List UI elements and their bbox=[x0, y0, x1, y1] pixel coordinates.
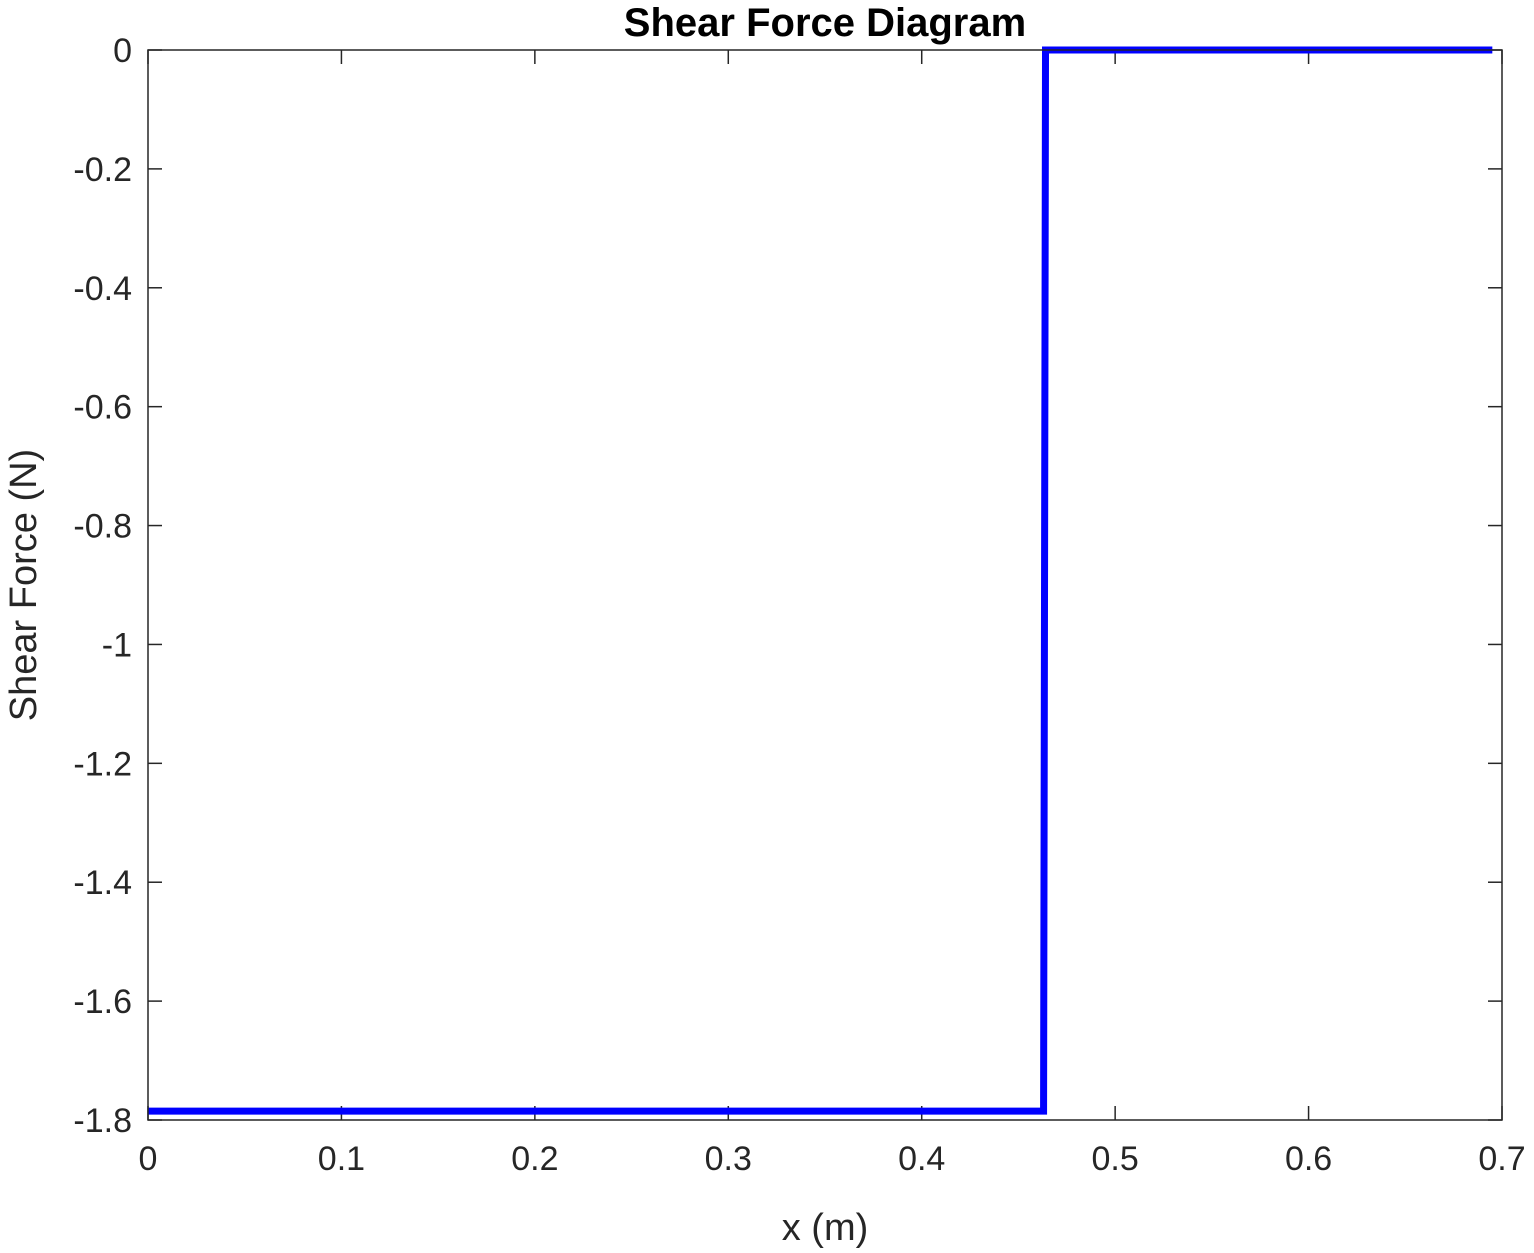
y-tick-label: -0.8 bbox=[73, 508, 132, 546]
y-tick-label: -1.2 bbox=[73, 745, 132, 783]
y-tick-label: -0.6 bbox=[73, 389, 132, 427]
x-axis-label: x (m) bbox=[782, 1207, 869, 1249]
x-tick-label: 0.3 bbox=[705, 1140, 752, 1178]
x-tick-label: 0 bbox=[139, 1140, 158, 1178]
y-axis-label: Shear Force (N) bbox=[3, 449, 45, 721]
y-tick-label: -1.4 bbox=[73, 864, 132, 902]
y-axis-ticks: 0 -0.2 -0.4 -0.6 -0.8 -1 -1.2 -1.4 -1.6 -1.8 bbox=[73, 32, 1502, 1140]
axes-box bbox=[147, 49, 1503, 1121]
y-tick-label: -0.4 bbox=[73, 270, 132, 308]
y-tick-label: -1 bbox=[102, 626, 132, 664]
x-axis-ticks: 0 0.1 0.2 0.3 0.4 0.5 0.6 0.7 bbox=[139, 50, 1526, 1178]
y-tick-label: 0 bbox=[113, 32, 132, 70]
y-tick-label: -1.6 bbox=[73, 983, 132, 1021]
x-tick-label: 0.4 bbox=[898, 1140, 945, 1178]
x-tick-label: 0.5 bbox=[1092, 1140, 1139, 1178]
plot-background bbox=[148, 50, 1502, 1120]
x-tick-label: 0.2 bbox=[511, 1140, 558, 1178]
x-tick-label: 0.6 bbox=[1285, 1140, 1332, 1178]
y-tick-label: -0.2 bbox=[73, 151, 132, 189]
plot-area bbox=[148, 50, 1502, 1120]
axes-frame bbox=[147, 49, 1503, 1121]
chart-title: Shear Force Diagram bbox=[624, 1, 1026, 45]
x-tick-label: 0.1 bbox=[318, 1140, 365, 1178]
x-tick-label: 0.7 bbox=[1478, 1140, 1525, 1178]
y-tick-label: -1.8 bbox=[73, 1102, 132, 1140]
